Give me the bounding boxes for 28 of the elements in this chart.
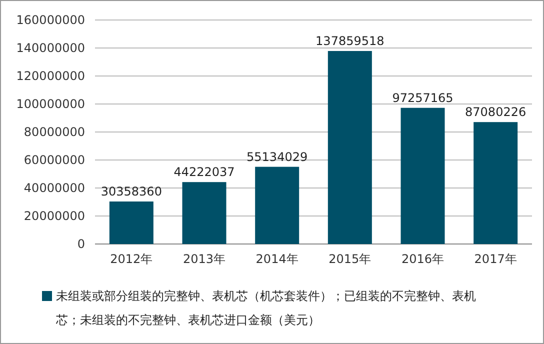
x-tick-label: 2013年: [182, 252, 226, 266]
x-tick-label: 2016年: [401, 252, 444, 266]
bar: [400, 108, 445, 244]
y-tick-label: 40000000: [24, 181, 85, 195]
data-label: 55134029: [246, 150, 308, 164]
x-tick-label: 2017年: [474, 252, 517, 266]
y-tick-label: 120000000: [16, 69, 85, 83]
data-label: 30358360: [100, 184, 162, 198]
y-tick-label: 100000000: [16, 97, 85, 111]
bar: [474, 122, 518, 244]
legend-label: 未组装或部分组装的完整钟、表机芯（机芯套装件）；已组装的不完整钟、表机芯；未组装的不完整钟、表机芯进口金额（美元）: [55, 289, 476, 327]
bar: [328, 50, 372, 244]
data-label: 137859518: [316, 34, 384, 48]
y-tick-label: 140000000: [16, 41, 85, 55]
bar: [109, 202, 154, 244]
x-tick-label: 2014年: [256, 252, 298, 266]
y-tick-label: 80000000: [24, 125, 85, 139]
data-label: 97257165: [392, 90, 454, 105]
y-tick-label: 160000000: [16, 13, 85, 27]
data-label: 44222037: [174, 165, 235, 180]
y-tick-label: 60000000: [24, 153, 85, 167]
bar: [182, 182, 226, 244]
bar: [255, 166, 300, 244]
x-tick-label: 2015年: [328, 252, 372, 266]
data-label: 87080226: [465, 105, 526, 120]
y-tick-label: 20000000: [24, 209, 85, 223]
y-tick-label: 0: [77, 237, 85, 251]
x-tick-label: 2012年: [110, 252, 153, 266]
